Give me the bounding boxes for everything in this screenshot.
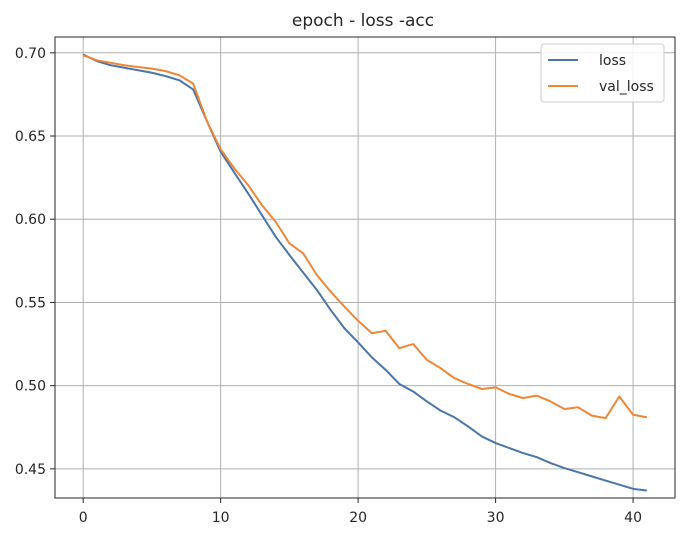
y-tick-label: 0.65 bbox=[15, 129, 46, 145]
grid bbox=[55, 37, 675, 498]
legend-label: loss bbox=[599, 53, 626, 69]
series-line-loss bbox=[82, 53, 647, 492]
x-tick-label: 0 bbox=[79, 510, 88, 526]
x-tick-label: 10 bbox=[212, 510, 230, 526]
x-axis: 0 10 20 30 40 bbox=[79, 498, 642, 526]
y-tick-label: 0.70 bbox=[15, 46, 46, 62]
y-tick-label: 0.55 bbox=[15, 295, 46, 311]
y-tick-label: 0.50 bbox=[15, 379, 46, 395]
series-lines bbox=[82, 53, 647, 492]
x-tick-label: 20 bbox=[349, 510, 367, 526]
legend: loss val_loss bbox=[540, 43, 665, 103]
y-tick-label: 0.45 bbox=[15, 462, 46, 478]
y-axis: 0.45 0.50 0.55 0.60 0.65 0.70 bbox=[15, 46, 55, 478]
y-tick-label: 0.60 bbox=[15, 212, 46, 228]
x-tick-label: 30 bbox=[487, 510, 505, 526]
chart-title: epoch - loss -acc bbox=[292, 11, 434, 31]
legend-label: val_loss bbox=[599, 79, 654, 95]
plot-frame bbox=[54, 36, 676, 499]
series-line-val-loss bbox=[82, 54, 647, 420]
x-tick-label: 40 bbox=[624, 510, 642, 526]
legend-box bbox=[540, 43, 665, 103]
